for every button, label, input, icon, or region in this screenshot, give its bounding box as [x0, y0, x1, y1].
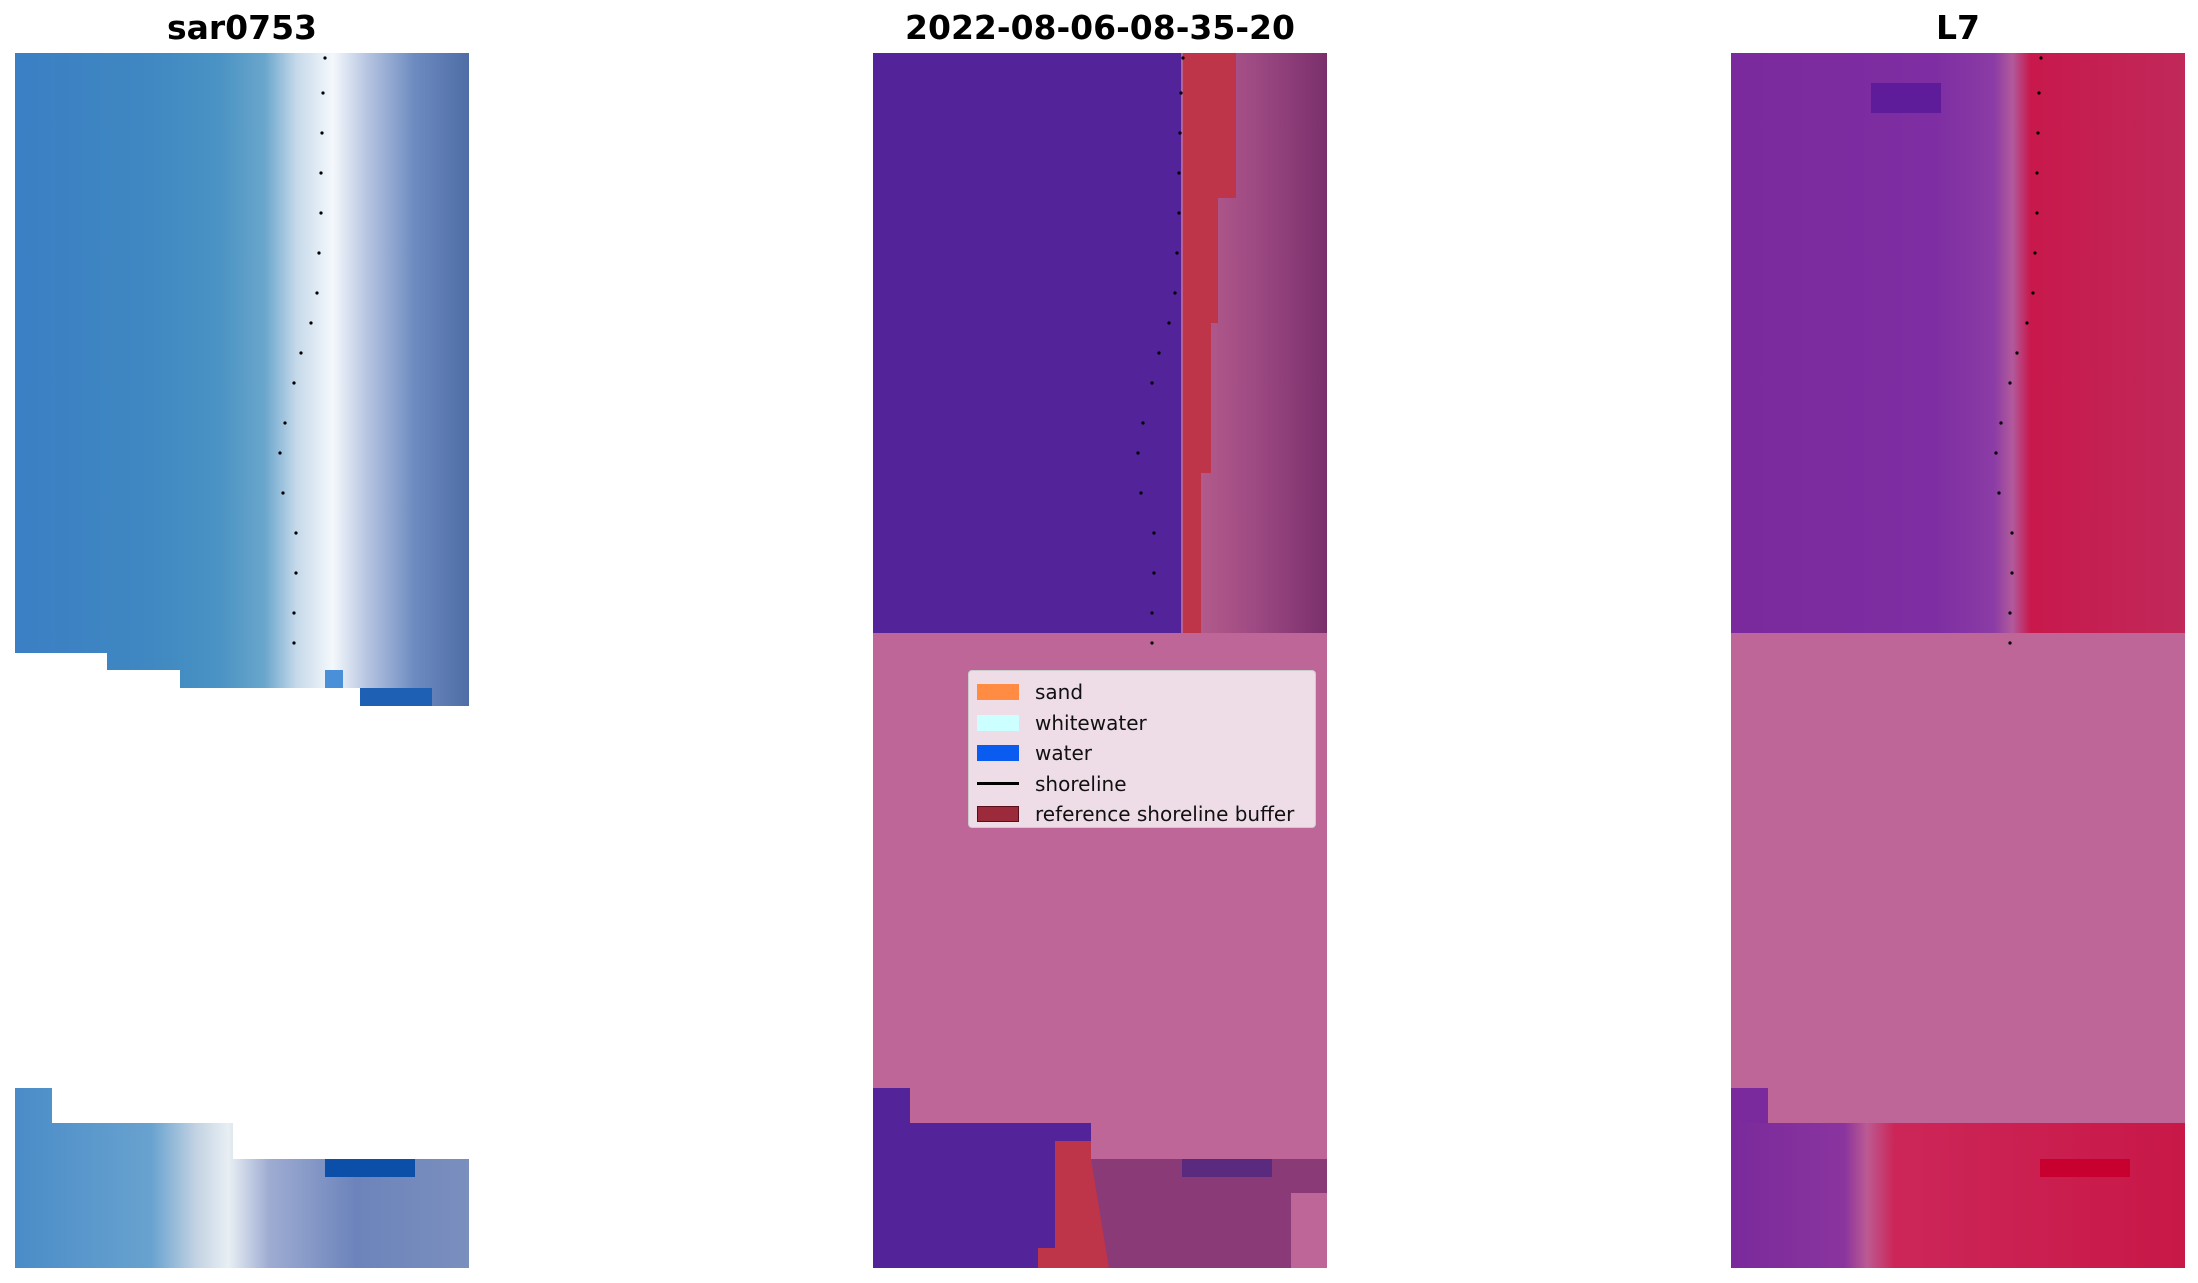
- rgb-image-panel: [15, 53, 469, 1268]
- legend-label: sand: [1035, 680, 1084, 705]
- index-image-panel: [1731, 53, 2185, 1268]
- legend-label: water: [1035, 741, 1092, 766]
- legend-item-shoreline: shoreline: [977, 769, 1315, 800]
- rgb-image: [15, 53, 469, 1268]
- legend: sand whitewater water shoreline referenc…: [968, 670, 1316, 828]
- index-image: [1731, 53, 2185, 1268]
- legend-item-whitewater: whitewater: [977, 708, 1315, 739]
- legend-item-sand: sand: [977, 677, 1315, 708]
- sand-swatch: [977, 684, 1019, 701]
- panel-title-classified: 2022-08-06-08-35-20: [905, 8, 1295, 47]
- legend-label: whitewater: [1035, 710, 1147, 735]
- classified-image-panel: [873, 53, 1327, 1268]
- legend-label: shoreline: [1035, 771, 1127, 796]
- classified-image: [873, 53, 1327, 1268]
- water-swatch: [977, 745, 1019, 762]
- panel-title-index: L7: [1936, 8, 1980, 47]
- shoreline-line-icon: [977, 782, 1019, 786]
- reference-buffer-swatch: [977, 806, 1019, 823]
- legend-item-water: water: [977, 738, 1315, 769]
- legend-item-reference-buffer: reference shoreline buffer: [977, 799, 1315, 830]
- legend-label: reference shoreline buffer: [1035, 802, 1295, 827]
- whitewater-swatch: [977, 714, 1019, 731]
- panel-title-rgb: sar0753: [166, 8, 318, 47]
